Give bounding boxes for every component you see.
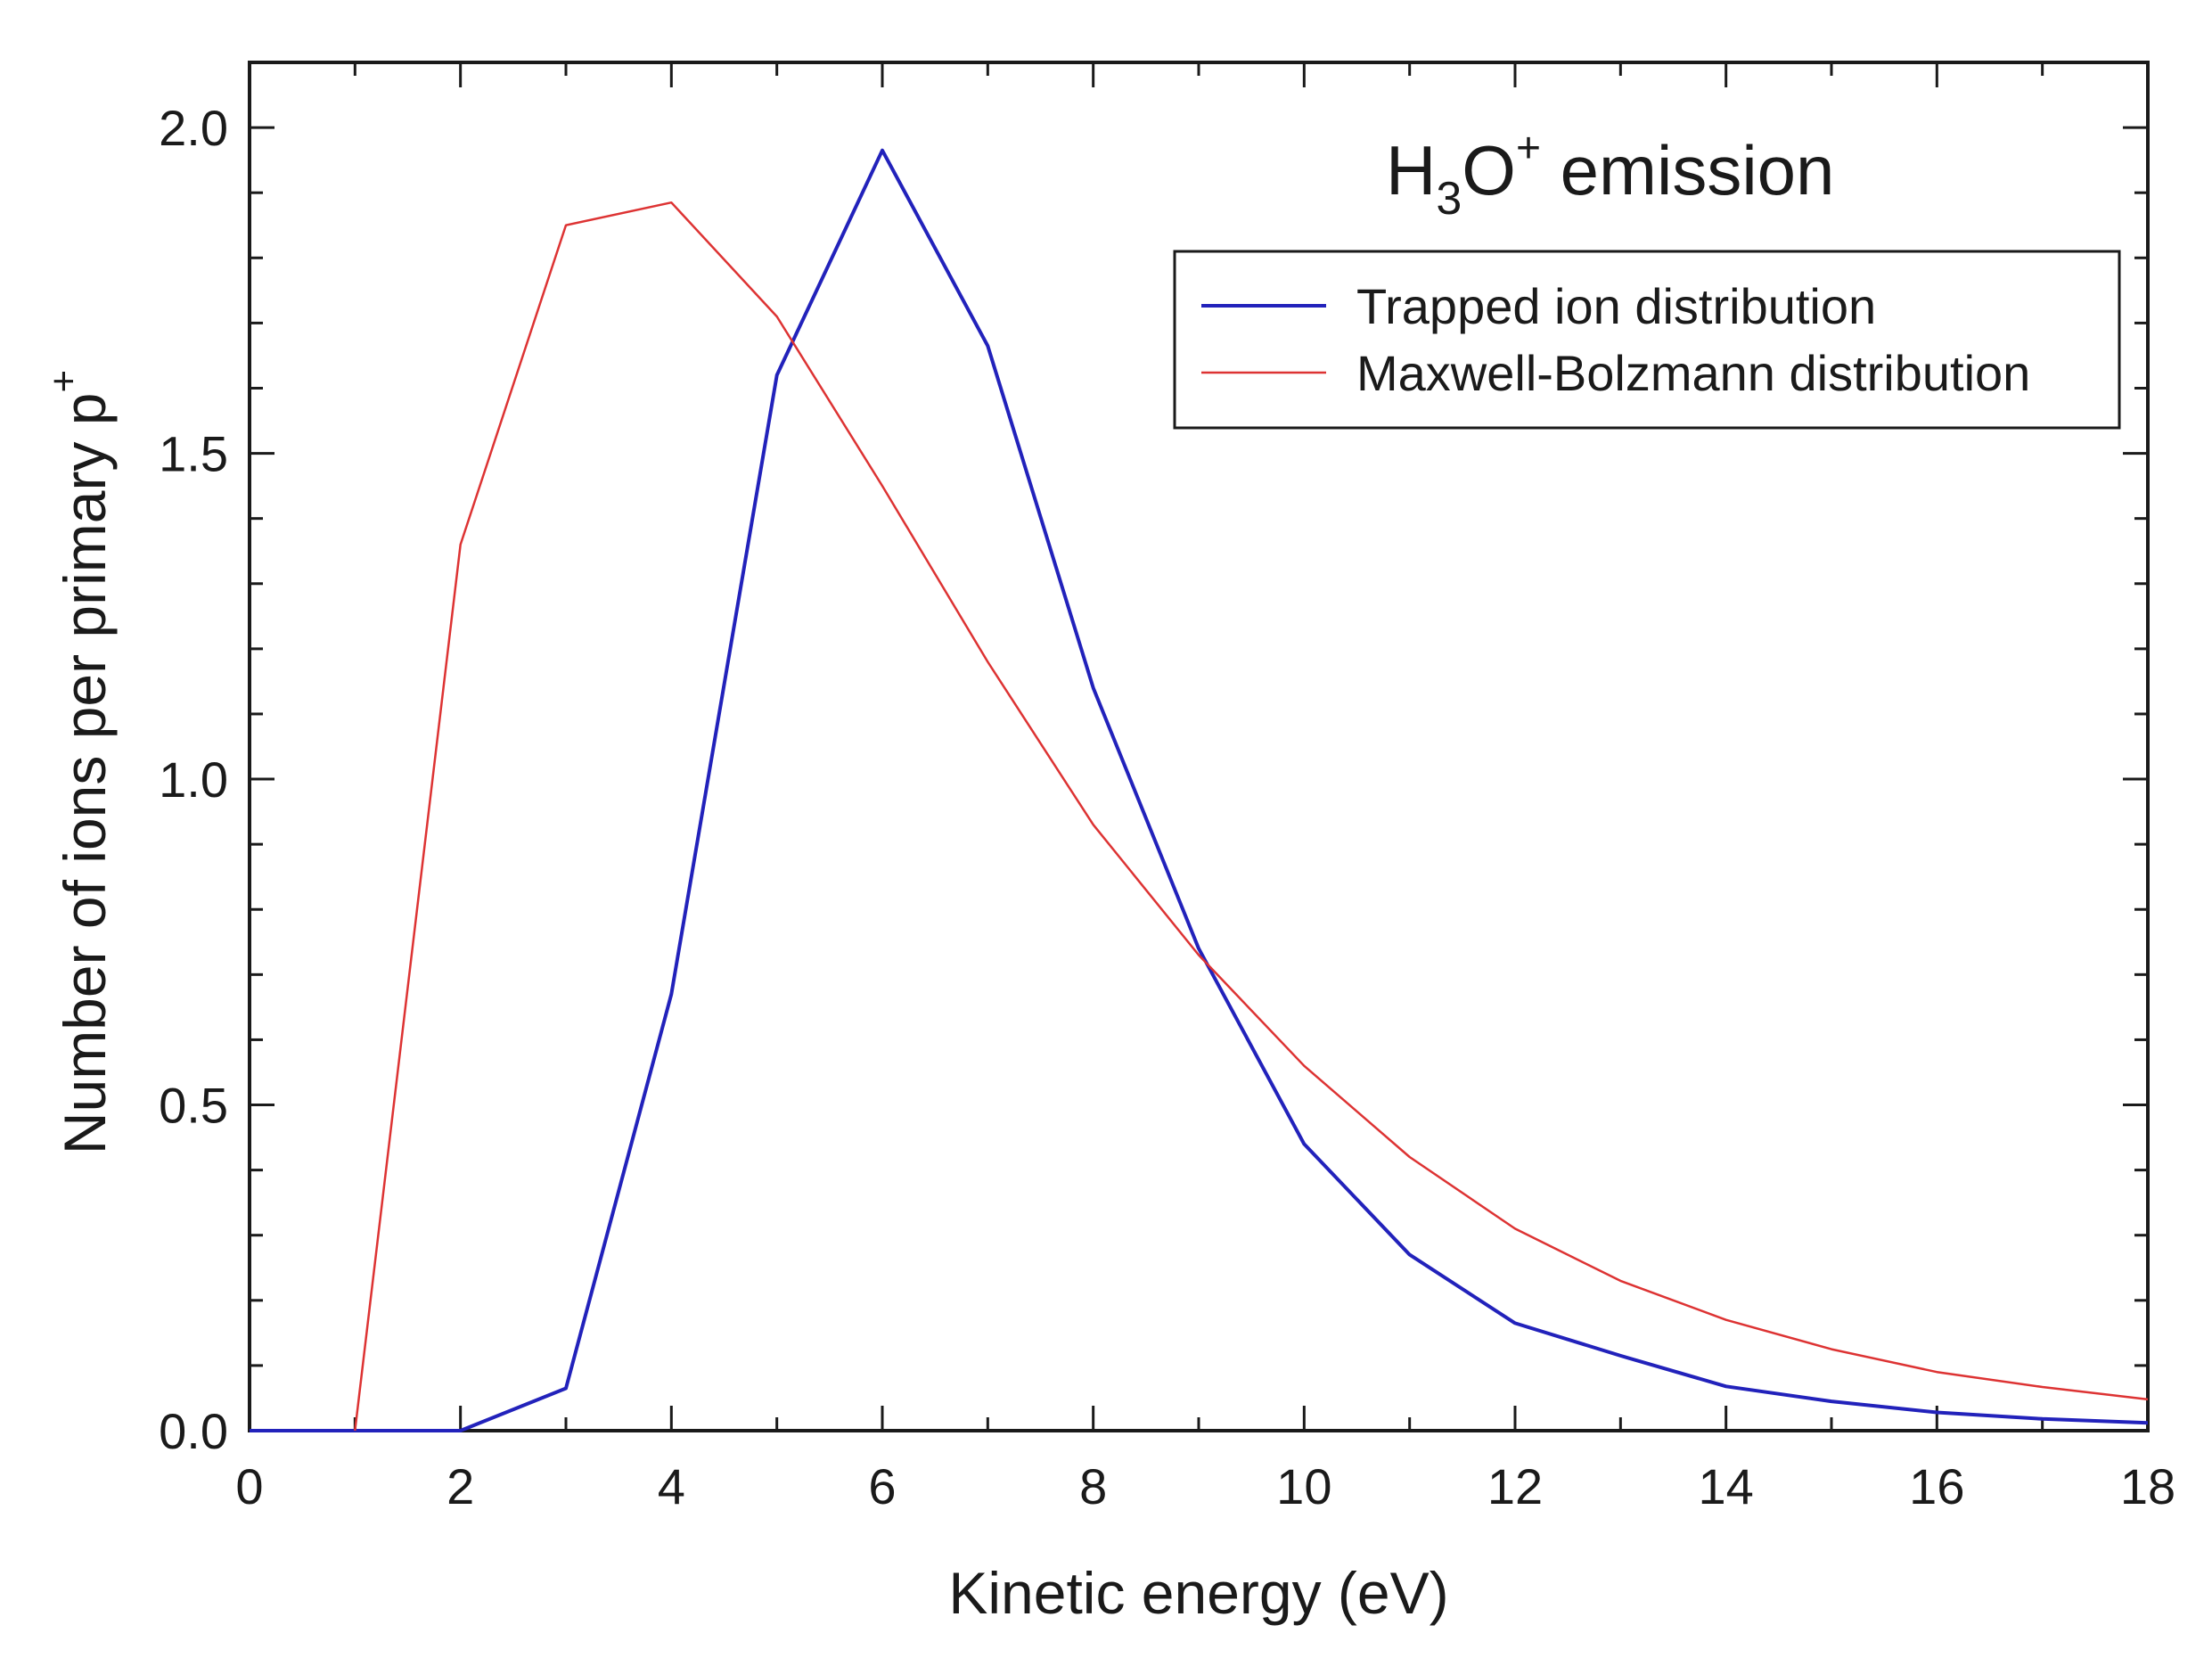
y-tick-label: 2.0 [159, 100, 228, 156]
y-tick-labels: 0.0 0.5 1.0 1.5 2.0 [159, 100, 228, 1459]
y-axis-title: Number of ions per primary p+ [42, 370, 118, 1154]
series-line-trapped-ion [250, 148, 2149, 1432]
x-tick-label: 6 [868, 1458, 896, 1514]
legend-box [1173, 250, 2121, 430]
y-tick-label: 1.5 [159, 426, 228, 482]
x-tick-label: 18 [2120, 1458, 2175, 1514]
x-tick-label: 12 [1487, 1458, 1543, 1514]
x-tick-label: 8 [1079, 1458, 1107, 1514]
series-line-maxwell-bolzmann [354, 201, 2149, 1432]
legend-label-maxwell: Maxwell-Bolzmann distribution [1356, 345, 2030, 401]
x-axis-title: Kinetic energy (eV) [948, 1560, 1448, 1626]
legend-label-trapped: Trapped ion distribution [1356, 278, 1876, 334]
x-tick-label: 2 [446, 1458, 474, 1514]
x-tick-labels: 0 2 4 6 8 10 12 14 16 18 [235, 1458, 2175, 1514]
axis-ticks [248, 61, 2150, 1432]
y-tick-label: 0.0 [159, 1403, 228, 1459]
x-tick-label: 0 [235, 1458, 263, 1514]
x-tick-label: 16 [1909, 1458, 1964, 1514]
series-lines [250, 148, 2149, 1432]
x-tick-label: 4 [658, 1458, 685, 1514]
x-tick-label: 10 [1276, 1458, 1331, 1514]
legend: Trapped ion distribution Maxwell-Bolzman… [1173, 250, 2121, 430]
y-tick-label: 1.0 [159, 751, 228, 808]
y-tick-label: 0.5 [159, 1078, 228, 1134]
chart-annotation: H3O+ emission [1386, 125, 1834, 225]
x-tick-label: 14 [1699, 1458, 1754, 1514]
